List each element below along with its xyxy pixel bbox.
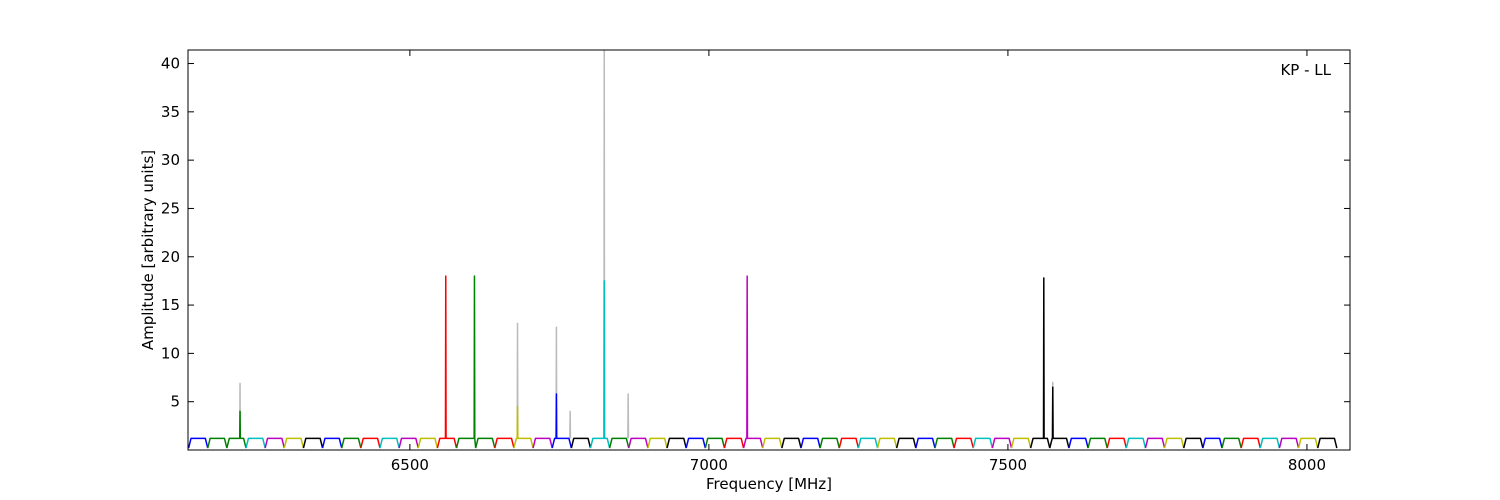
spectrum-line xyxy=(417,437,439,449)
spectrum-line xyxy=(226,410,247,449)
spectrum-line xyxy=(1297,437,1319,449)
spectrum-line xyxy=(398,437,419,449)
spectrum-line xyxy=(1163,437,1185,449)
spectrum-line xyxy=(628,437,649,449)
plot-frame xyxy=(187,49,1351,451)
x-tick-label: 8000 xyxy=(1288,456,1326,474)
spectrum-line xyxy=(1316,437,1338,449)
spectrum-line xyxy=(685,437,707,449)
spectrum-line xyxy=(1125,437,1147,449)
spectrum-line xyxy=(532,437,553,449)
spectrum-line xyxy=(207,437,228,449)
spectrum-line xyxy=(761,437,783,449)
spectrum-line xyxy=(494,437,515,449)
spectrum-line xyxy=(455,275,477,449)
spectrum-line xyxy=(781,437,802,449)
spectrum-line xyxy=(1202,437,1223,449)
y-axis-label: Amplitude [arbitrary units] xyxy=(139,150,157,350)
x-axis-label: Frequency [MHz] xyxy=(706,475,832,493)
x-tick-label: 7500 xyxy=(989,456,1027,474)
spectrum-line xyxy=(800,437,821,449)
spectrum-line xyxy=(302,437,324,449)
spectrum-line xyxy=(264,437,286,449)
plot-area xyxy=(188,50,1338,449)
spectrum-line xyxy=(1010,437,1032,449)
y-tick-label: 20 xyxy=(161,248,180,266)
spectrum-line xyxy=(1278,437,1300,449)
spectrum-line xyxy=(238,50,1054,439)
spectrum-line xyxy=(1144,437,1166,449)
spectrum-line xyxy=(1240,437,1262,449)
spectrum-line xyxy=(953,437,974,449)
spectrum-line xyxy=(876,437,898,449)
spectrum-line xyxy=(895,437,917,449)
spectrum-line xyxy=(1029,277,1051,449)
spectrum-line xyxy=(360,437,381,449)
y-tick-label: 30 xyxy=(161,151,180,169)
spectrum-line xyxy=(551,393,573,449)
y-tick-label: 40 xyxy=(161,55,180,73)
spectrum-line xyxy=(647,437,668,449)
spectrum-line xyxy=(991,437,1013,449)
y-tick-label: 15 xyxy=(161,296,180,314)
y-tick-label: 5 xyxy=(170,393,180,411)
y-tick-label: 25 xyxy=(161,199,180,217)
annotation: KP - LL xyxy=(1280,61,1331,79)
x-tick-label: 6500 xyxy=(391,456,429,474)
spectrum-line xyxy=(436,275,458,449)
spectrum-line xyxy=(819,437,840,449)
spectrum-line xyxy=(742,275,764,449)
spectrum-line xyxy=(1106,437,1128,449)
y-tick-label: 35 xyxy=(161,103,180,121)
spectrum-line xyxy=(570,437,592,449)
spectrum-line xyxy=(704,437,726,449)
spectrum-line xyxy=(1183,437,1204,449)
y-tick-label: 10 xyxy=(161,344,180,362)
spectrum-line xyxy=(666,437,687,449)
spectrum-line xyxy=(513,405,534,449)
spectrum-line xyxy=(915,437,936,449)
spectrum-line xyxy=(1221,437,1242,449)
spectrum-line xyxy=(188,437,209,449)
spectrum-line xyxy=(857,437,879,449)
spectrum-line xyxy=(474,437,496,449)
x-tick-label: 7000 xyxy=(690,456,728,474)
spectrum-line xyxy=(340,437,362,449)
spectrum-line xyxy=(321,437,343,449)
spectrum-line xyxy=(283,437,305,449)
spectrum-line xyxy=(589,280,611,449)
spectrum-line xyxy=(608,437,630,449)
spectrum-line xyxy=(1259,437,1281,449)
spectrum-line xyxy=(972,437,994,449)
spectrum-line xyxy=(838,437,860,449)
spectrum-line xyxy=(1087,437,1108,449)
spectrum-line xyxy=(1068,437,1089,449)
spectrum-line xyxy=(245,437,266,449)
spectrum-line xyxy=(723,437,745,449)
spectrum-line xyxy=(379,437,400,449)
spectrum-line xyxy=(1049,386,1070,449)
spectrum-line xyxy=(934,437,955,449)
